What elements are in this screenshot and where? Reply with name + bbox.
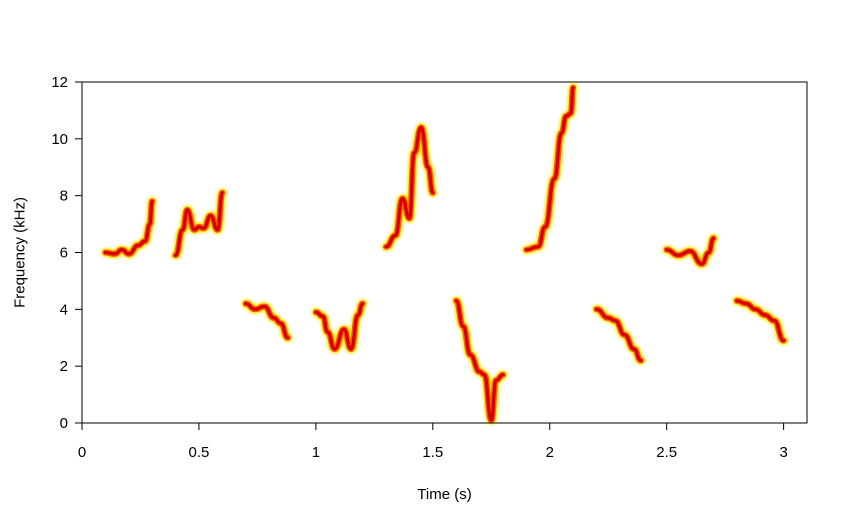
syllable-layer — [384, 125, 435, 249]
x-tick-label: 1.5 — [422, 444, 443, 461]
x-tick-label: 0 — [78, 444, 86, 461]
syllable-layer — [735, 299, 786, 343]
x-axis: 0 0.5 1 1.5 2 2.5 3 — [78, 423, 788, 461]
syllable-layer — [594, 307, 643, 363]
syllable-layer — [100, 196, 157, 259]
syllable-trace — [311, 299, 368, 354]
syllable-trace — [171, 188, 227, 260]
syllable-trace — [100, 196, 157, 259]
syllable-trace — [451, 296, 508, 425]
x-axis-label: Time (s) — [417, 486, 471, 503]
y-tick-label: 6 — [60, 245, 68, 262]
syllable-layer — [173, 191, 224, 257]
syllable-trace — [241, 299, 293, 343]
y-axis-label: Frequency (kHz) — [11, 197, 28, 308]
plot-area — [100, 83, 789, 425]
syllable-layer — [314, 302, 365, 351]
x-tick-label: 3 — [779, 444, 787, 461]
x-tick-label: 0.5 — [189, 444, 210, 461]
syllable-trace — [592, 304, 646, 365]
y-tick-label: 2 — [60, 358, 68, 375]
syllable-layer — [524, 86, 575, 252]
x-tick-label: 1 — [312, 444, 320, 461]
syllable-trace — [381, 123, 438, 252]
syllable-layer — [103, 199, 154, 256]
y-tick-label: 12 — [51, 74, 68, 91]
x-tick-label: 2.5 — [656, 444, 677, 461]
syllable-layer — [521, 83, 578, 255]
syllable-layer — [453, 297, 506, 424]
y-tick-label: 4 — [60, 301, 68, 318]
syllable-trace — [521, 83, 578, 255]
syllable-layer — [665, 236, 716, 266]
syllable-trace — [732, 296, 789, 346]
y-tick-label: 8 — [60, 188, 68, 205]
syllable-layer — [454, 299, 505, 422]
y-tick-label: 10 — [51, 131, 68, 148]
syllable-trace — [662, 233, 718, 269]
x-tick-label: 2 — [546, 444, 554, 461]
y-axis: 0 2 4 6 8 10 12 — [51, 74, 82, 432]
y-tick-label: 0 — [60, 415, 68, 432]
syllable-layer — [244, 302, 290, 340]
